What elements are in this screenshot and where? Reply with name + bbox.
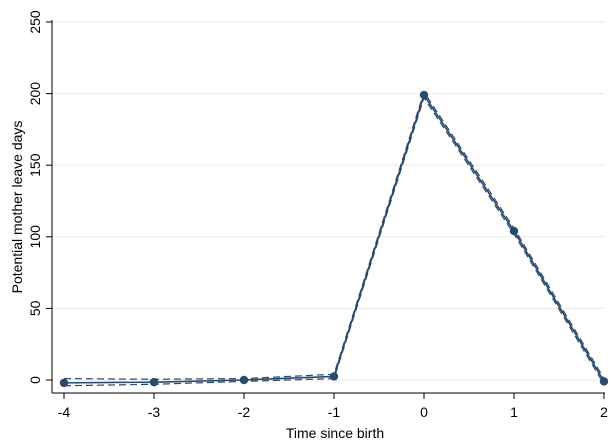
x-tick-label: 2 [600, 404, 608, 420]
axes [51, 20, 605, 394]
grid-lines [52, 21, 605, 381]
x-tick-label: 0 [420, 404, 428, 420]
data-point [239, 375, 249, 385]
data-point [149, 377, 159, 387]
data-point [419, 90, 429, 100]
x-tick-label: 1 [510, 404, 518, 420]
ci-lower-line [63, 96, 605, 387]
data-point [329, 372, 339, 381]
ticks: 0 50 100 150 200 250 -4 -3 -2 -1 0 1 2 [27, 10, 608, 420]
series [59, 90, 609, 388]
x-axis-title: Time since birth [286, 425, 384, 441]
y-axis-title: Potential mother leave days [9, 121, 25, 294]
data-point [509, 226, 519, 236]
y-tick-label: 250 [27, 10, 43, 34]
data-point [599, 377, 609, 386]
x-tick-label: -2 [238, 404, 251, 420]
data-point [59, 378, 69, 388]
y-tick-label: 50 [27, 300, 43, 316]
x-tick-label: -4 [58, 404, 71, 420]
y-tick-label: 200 [27, 82, 43, 106]
ci-upper-line [63, 90, 605, 380]
x-tick-label: -3 [148, 404, 161, 420]
y-tick-label: 0 [27, 376, 43, 384]
y-tick-label: 100 [27, 225, 43, 249]
y-tick-label: 150 [27, 153, 43, 177]
x-tick-label: -1 [328, 404, 341, 420]
estimate-line [63, 93, 605, 384]
